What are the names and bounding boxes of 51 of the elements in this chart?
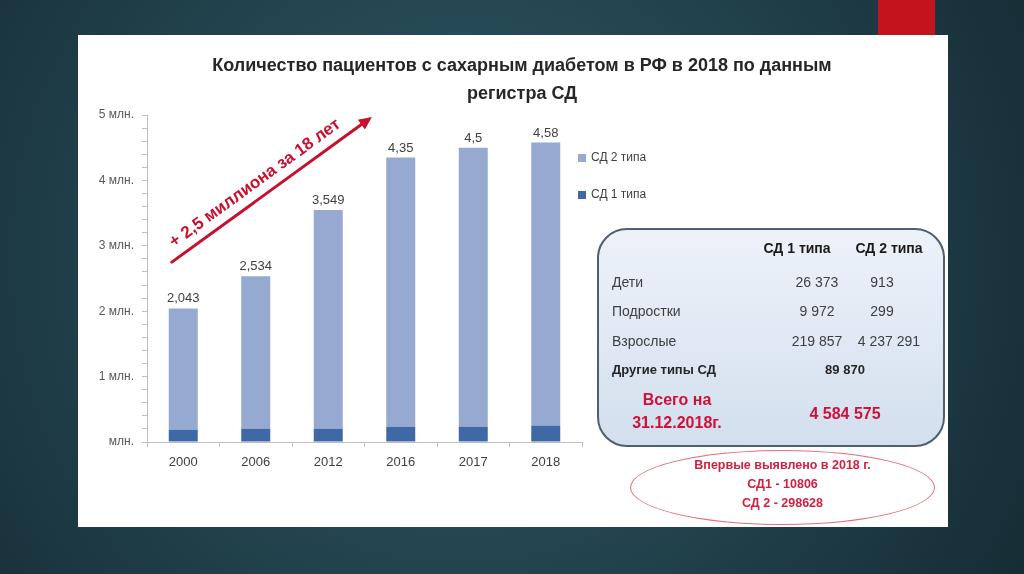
y-tick-label: 5 млн. <box>98 107 134 122</box>
text: Другие типы СД <box>612 361 716 379</box>
total-label: 2,534 <box>239 258 273 274</box>
bar <box>458 426 488 442</box>
text: 26 373 <box>795 273 839 291</box>
y-tick-label: 4 млн. <box>98 172 134 187</box>
bar <box>168 308 198 430</box>
total-label: 3,549 <box>311 191 345 207</box>
bar <box>313 428 343 442</box>
legend-label: СД 2 типа <box>591 150 647 165</box>
text: СД 1 типа <box>763 239 831 257</box>
chart-title: Количество пациентов с сахарным диабетом в РФ в 2018 по данным регистра СД <box>211 54 833 105</box>
legend-label: СД 1 типа <box>591 187 647 202</box>
bar <box>386 426 416 442</box>
text: Подростки <box>612 302 681 320</box>
x-tick-label: 2016 <box>386 454 416 470</box>
total-label: 2,043 <box>166 290 200 306</box>
bar <box>241 276 271 429</box>
text: 9 972 <box>799 302 835 320</box>
bar <box>458 147 488 427</box>
bar <box>386 157 416 427</box>
text: СД1 - 10806 <box>746 476 819 492</box>
x-tick-label: 2006 <box>241 454 271 470</box>
y-tick-label: 3 млн. <box>98 238 134 253</box>
text: 219 857 <box>791 332 843 350</box>
total-label: 4,58 <box>533 124 559 140</box>
text: 4 237 291 <box>857 332 921 350</box>
x-tick-label: 2018 <box>531 454 561 470</box>
total-label: 4,5 <box>464 129 483 145</box>
text: Всего на 31.12.2018г. <box>631 390 723 433</box>
y-tick-label: 2 млн. <box>98 303 134 318</box>
text: Впервые выявлено в 2018 г. <box>693 457 872 473</box>
bar <box>313 209 343 429</box>
total-label: 4,35 <box>388 139 414 155</box>
bar <box>168 429 198 442</box>
bar <box>531 425 561 442</box>
y-tick-label: млн. <box>108 434 134 449</box>
y-tick-label: 1 млн. <box>98 368 134 383</box>
text: Взрослые <box>612 332 677 350</box>
x-tick-label: 2012 <box>313 454 343 470</box>
text: СД 2 - 298628 <box>741 495 824 511</box>
text: Дети <box>612 273 644 291</box>
text: 4 584 575 <box>809 403 881 424</box>
bar <box>531 142 561 426</box>
text: СД 2 типа <box>855 239 923 257</box>
x-tick-label: 2000 <box>168 454 198 470</box>
text: 89 870 <box>825 361 865 379</box>
text: 913 <box>870 273 894 291</box>
x-tick-label: 2017 <box>458 454 488 470</box>
text: 299 <box>870 302 894 320</box>
bar <box>241 428 271 442</box>
